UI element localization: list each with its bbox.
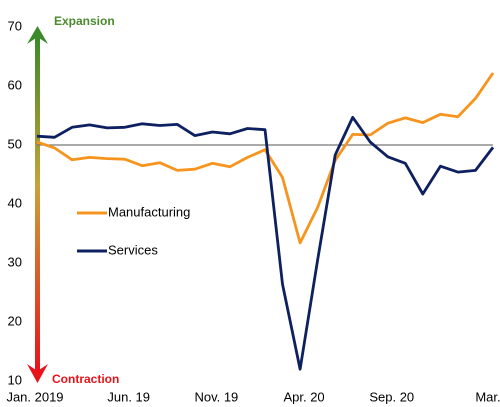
arrow-down [27, 364, 48, 383]
y-tick-label: 10 [8, 372, 22, 387]
annotation-contraction: Contraction [52, 372, 119, 386]
x-tick-label: Mar. 21 [475, 389, 500, 404]
y-tick-label: 50 [8, 136, 22, 151]
y-axis [35, 36, 40, 372]
x-tick-label: Nov. 19 [194, 389, 238, 404]
legend-label: Manufacturing [108, 204, 190, 219]
y-tick-label: 60 [8, 77, 22, 92]
y-tick-label: 20 [8, 313, 22, 328]
legend-label: Services [108, 242, 158, 257]
annotation-expansion: Expansion [54, 14, 115, 28]
arrow-up [27, 26, 48, 44]
x-tick-label: Jan. 2019 [6, 389, 63, 404]
series-line [36, 115, 495, 371]
y-tick-label: 70 [8, 18, 22, 33]
x-tick-label: Apr. 20 [283, 389, 324, 404]
y-tick-label: 40 [8, 195, 22, 210]
series-line [36, 72, 495, 245]
x-tick-label: Jun. 19 [107, 389, 150, 404]
y-tick-label: 30 [8, 254, 22, 269]
x-tick-label: Sep. 20 [369, 389, 414, 404]
